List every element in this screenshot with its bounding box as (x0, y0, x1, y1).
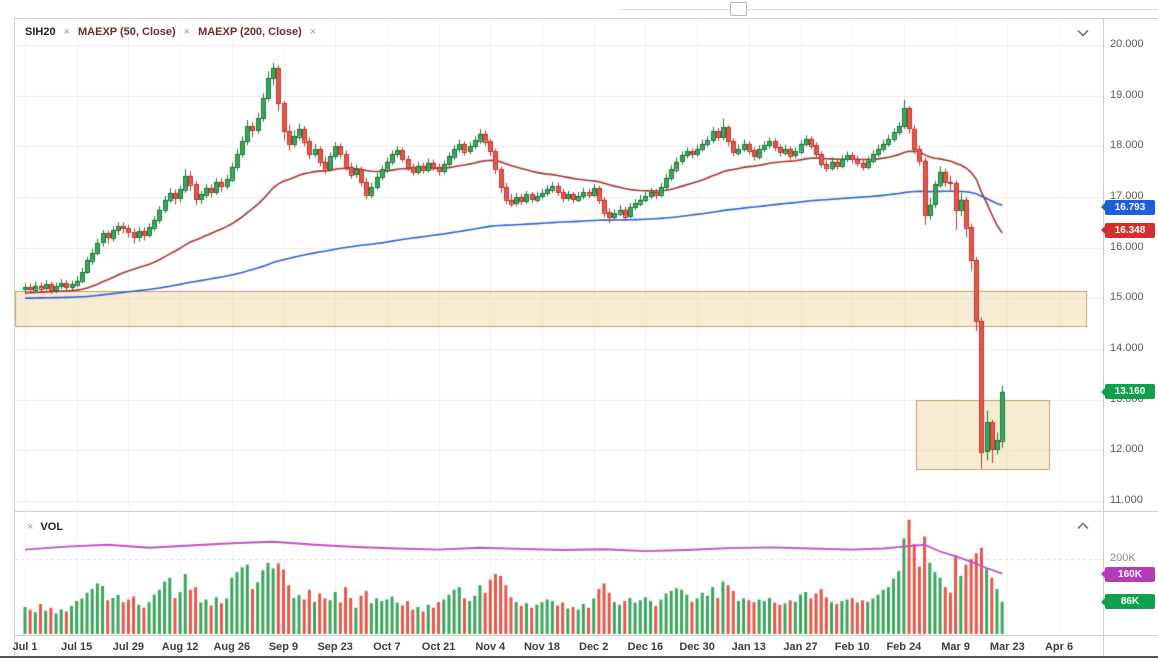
date-tick-label: Sep 23 (317, 641, 353, 653)
date-tick-label: Mar 23 (989, 641, 1025, 653)
price-axis-border (1103, 18, 1104, 657)
price-tick-label: 12.000 (1110, 443, 1144, 456)
date-tick-label: Nov 18 (523, 641, 561, 653)
chart-frame-left-border (14, 18, 15, 657)
date-tick-label: Oct 7 (373, 641, 401, 653)
close-volume-icon[interactable]: × (27, 520, 34, 533)
date-axis-border (14, 635, 1158, 636)
expand-volume-panel-button[interactable] (1074, 519, 1092, 533)
price-tick-label: 17.000 (1110, 190, 1144, 202)
date-tick-label: Jul 1 (12, 641, 38, 653)
chart-frame-top-border (14, 18, 1158, 19)
price-tick-label: 16.000 (1110, 240, 1144, 253)
last-volume-text: 86K (1120, 596, 1140, 608)
chart-legend: SIH20 × MAEXP (50, Close) × MAEXP (200, … (25, 26, 316, 38)
date-tick-label: Dec 16 (627, 641, 664, 653)
volume-ma-text: 160K (1118, 568, 1142, 580)
date-tick-label: Feb 24 (886, 641, 922, 653)
chevron-up-icon (1077, 517, 1089, 535)
indicator-label-maexp200[interactable]: MAEXP (200, Close) (198, 26, 302, 38)
volume-indicator-label[interactable]: VOL (40, 521, 64, 533)
last-price-text: 13.160 (1114, 386, 1146, 398)
close-maexp50-icon[interactable]: × (183, 25, 191, 38)
close-symbol-icon[interactable]: × (63, 25, 71, 38)
date-tick-label: Aug 26 (213, 641, 251, 653)
last-volume-badge: 86K (1101, 594, 1155, 610)
date-tick-label: Oct 21 (421, 641, 456, 653)
indicator-label-maexp50[interactable]: MAEXP (50, Close) (78, 26, 176, 38)
ma200-value-text: 16.793 (1114, 201, 1146, 213)
chevron-down-icon (1077, 24, 1089, 42)
ma200-value-badge: 16.793 (1101, 199, 1155, 215)
ma50-value-text: 16.348 (1114, 224, 1146, 236)
price-tick-label: 15.000 (1110, 291, 1144, 304)
date-tick-label: Jul 29 (112, 641, 144, 653)
panel-divider[interactable] (14, 511, 1158, 512)
date-tick-label: Apr 6 (1044, 641, 1074, 653)
ma50-value-badge: 16.348 (1101, 222, 1155, 238)
date-tick-label: Nov 4 (475, 641, 506, 653)
close-maexp200-icon[interactable]: × (309, 25, 317, 38)
price-tick-label: 20.000 (1110, 38, 1144, 50)
price-tick-label: 18.000 (1110, 139, 1144, 152)
date-tick-label: Mar 9 (941, 641, 970, 653)
volume-ma-badge: 160K (1101, 566, 1155, 582)
volume-legend: × VOL (27, 521, 63, 533)
price-tick-label: 14.000 (1110, 342, 1144, 354)
collapse-main-panel-button[interactable] (1074, 26, 1092, 40)
splitter-handle-button[interactable] (730, 2, 747, 16)
toolbar-divider (620, 9, 1158, 10)
date-tick-label: Dec 30 (679, 641, 715, 653)
window-bottom-edge (0, 656, 1158, 658)
date-tick-label: Aug 12 (161, 641, 199, 653)
date-tick-label: Dec 2 (579, 641, 609, 653)
price-tick-label: 19.000 (1110, 88, 1144, 101)
symbol-label[interactable]: SIH20 (25, 26, 56, 38)
volume-tick-label: 200K (1110, 552, 1136, 564)
date-tick-label: Jan 13 (731, 641, 766, 653)
date-tick-label: Feb 10 (834, 641, 870, 653)
last-price-badge: 13.160 (1101, 384, 1155, 400)
price-tick-label: 11.000 (1110, 494, 1143, 506)
date-tick-label: Jan 27 (783, 641, 818, 653)
date-tick-label: Sep 9 (268, 641, 299, 653)
date-tick-label: Jul 15 (61, 641, 93, 653)
